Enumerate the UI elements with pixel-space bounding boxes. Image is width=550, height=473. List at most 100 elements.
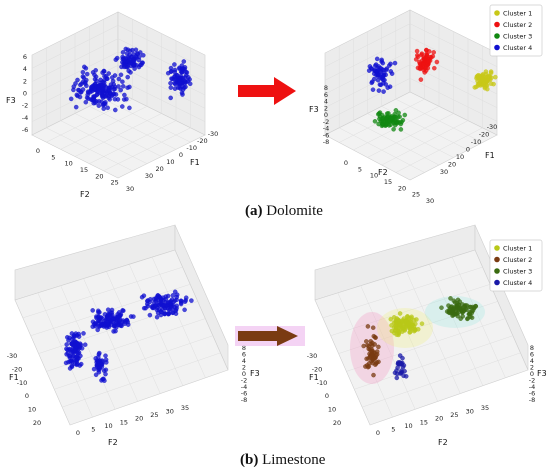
data-point-cluster-1 <box>475 82 481 87</box>
legend-marker <box>494 33 500 39</box>
data-point <box>69 331 75 336</box>
tick-label-f3: -4 <box>241 383 247 391</box>
data-point <box>173 307 179 313</box>
tick-label-f1: -20 <box>12 365 23 373</box>
data-point <box>65 350 71 356</box>
data-point <box>69 364 75 370</box>
data-point-cluster-2 <box>368 339 373 344</box>
tick-label-f1: 10 <box>456 153 464 161</box>
data-point <box>83 99 89 105</box>
data-point <box>139 62 144 67</box>
data-point <box>125 64 130 70</box>
grid-line <box>429 264 484 386</box>
legend-box <box>489 239 543 292</box>
data-point-cluster-1 <box>410 322 415 328</box>
tick-label-f3: 4 <box>23 65 27 73</box>
data-point <box>118 72 124 78</box>
data-point <box>151 305 156 311</box>
tick-label-f1: 20 <box>333 419 341 427</box>
data-point <box>91 322 97 327</box>
grid-line <box>330 284 491 336</box>
axis-label-f3: F3 <box>6 96 16 105</box>
data-point <box>139 294 145 300</box>
data-point <box>83 66 89 71</box>
data-point <box>177 85 182 90</box>
tick-label-f3: 0 <box>530 370 534 378</box>
data-point-cluster-2 <box>376 344 381 350</box>
tick-label-f3: -4 <box>323 125 329 133</box>
data-point-cluster-3 <box>448 296 453 301</box>
data-point-cluster-3 <box>460 314 465 319</box>
data-point <box>97 366 102 371</box>
caption-b: (b) Limestone <box>240 452 325 469</box>
data-point <box>155 302 161 308</box>
data-point <box>113 328 118 334</box>
data-point <box>120 104 125 109</box>
tick-label-f3: 6 <box>324 91 328 99</box>
data-point-cluster-2 <box>414 48 420 54</box>
data-point <box>158 309 164 314</box>
data-point-cluster-4 <box>376 88 382 93</box>
grid-line <box>451 257 506 378</box>
tick-label-f1: 0 <box>325 392 329 400</box>
tick-label-f3: -8 <box>323 138 329 146</box>
grid-line <box>322 266 483 319</box>
legend-marker <box>494 279 500 286</box>
data-point-cluster-4 <box>381 89 386 94</box>
data-point-cluster-3 <box>456 306 462 311</box>
data-point <box>163 297 169 302</box>
grid-line <box>337 292 393 418</box>
grid-line <box>406 271 461 394</box>
data-point-cluster-2 <box>363 364 368 369</box>
data-point <box>82 342 88 347</box>
data-point <box>94 363 100 368</box>
data-point-cluster-3 <box>461 309 466 314</box>
data-point-cluster-2 <box>373 335 378 340</box>
data-point <box>154 295 159 300</box>
grid-line <box>383 278 438 402</box>
data-point <box>125 74 130 80</box>
data-point <box>98 315 104 320</box>
tick-label-f3: -6 <box>22 126 28 134</box>
data-point-cluster-1 <box>405 314 410 319</box>
data-point-cluster-2 <box>366 344 371 349</box>
data-point <box>72 343 77 348</box>
data-point <box>97 358 102 363</box>
data-point-cluster-4 <box>392 60 398 66</box>
legend-label: Cluster 4 <box>503 279 532 287</box>
tick-label-f3: -4 <box>22 114 28 122</box>
data-point <box>103 84 109 90</box>
data-point-cluster-3 <box>453 312 458 317</box>
data-point <box>78 82 83 88</box>
data-point <box>114 320 119 325</box>
data-point <box>127 84 132 90</box>
data-point-cluster-1 <box>476 72 481 78</box>
data-point <box>65 335 70 340</box>
data-point-cluster-2 <box>364 356 369 362</box>
data-point <box>96 310 101 315</box>
tick-label-f2: 25 <box>111 179 119 187</box>
tick-label-f3: 6 <box>242 351 246 359</box>
data-point-cluster-4 <box>388 69 394 74</box>
data-point-cluster-2 <box>370 325 376 330</box>
data-point <box>174 297 179 303</box>
caption-b-tag: (b) <box>240 452 259 468</box>
legend-label: Cluster 4 <box>503 44 532 52</box>
legend-marker <box>494 21 500 28</box>
data-point <box>96 103 102 108</box>
tick-label-f2: 0 <box>376 429 380 437</box>
data-point-cluster-4 <box>397 362 402 367</box>
data-point <box>143 305 148 311</box>
legend-marker <box>494 245 500 251</box>
data-point-cluster-4 <box>384 66 390 71</box>
data-point <box>116 310 122 315</box>
data-point <box>148 297 153 302</box>
data-point <box>178 298 184 304</box>
data-point <box>70 336 75 342</box>
data-point <box>147 312 153 318</box>
data-point <box>121 308 126 313</box>
data-point <box>110 75 115 80</box>
data-point <box>120 79 125 84</box>
data-point-cluster-2 <box>371 372 376 378</box>
data-point <box>102 94 107 99</box>
